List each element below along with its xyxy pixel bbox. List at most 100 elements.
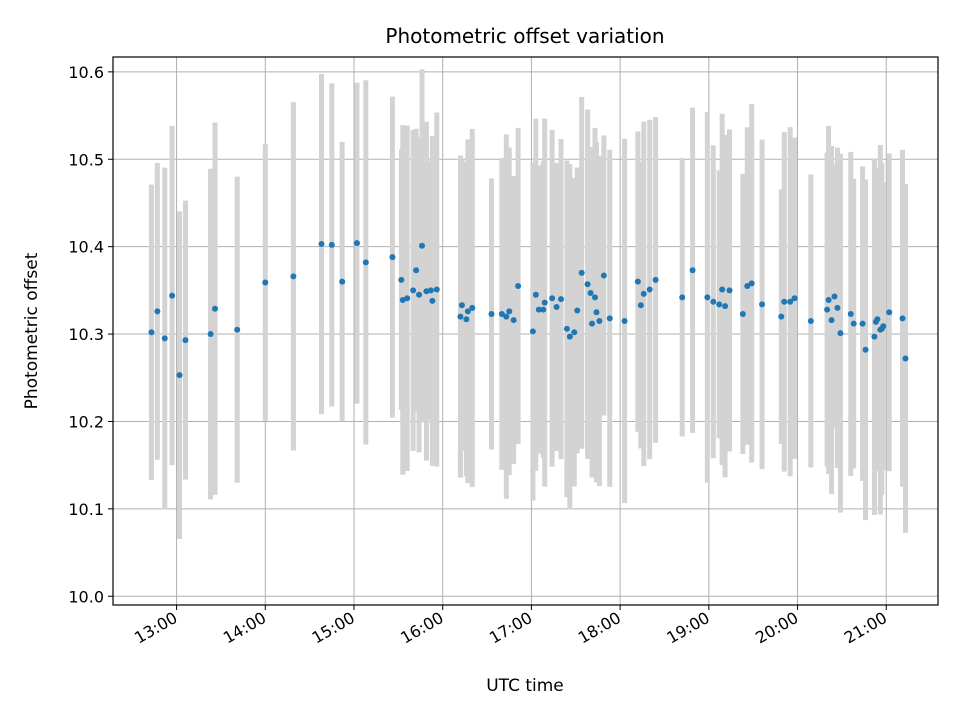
data-point — [847, 310, 854, 317]
data-point — [463, 316, 470, 323]
data-point — [429, 297, 436, 304]
data-point — [859, 320, 866, 327]
data-point — [825, 296, 832, 303]
data-point — [606, 315, 613, 322]
data-point — [596, 317, 603, 324]
data-point — [182, 337, 189, 344]
data-point — [234, 326, 241, 333]
data-point — [506, 308, 513, 315]
data-point — [398, 276, 405, 283]
data-point — [433, 286, 440, 293]
data-point — [862, 346, 869, 353]
data-point — [634, 278, 641, 285]
data-point — [689, 267, 696, 274]
data-point — [404, 295, 411, 302]
data-point — [834, 304, 841, 311]
data-point — [328, 241, 335, 248]
data-point — [416, 291, 423, 298]
y-axis-label: Photometric offset — [22, 252, 42, 409]
data-point — [637, 302, 644, 309]
data-point — [652, 276, 659, 283]
data-point — [419, 242, 426, 249]
data-point — [389, 254, 396, 261]
data-point — [154, 308, 161, 315]
data-point — [886, 309, 893, 316]
y-tick-label: 10.2 — [68, 412, 104, 431]
data-point — [744, 282, 751, 289]
data-point — [781, 298, 788, 305]
data-point — [423, 288, 430, 295]
data-point — [574, 307, 581, 314]
data-point — [837, 330, 844, 337]
y-tick-label: 10.0 — [68, 587, 104, 606]
data-point — [212, 305, 219, 312]
y-tick-label: 10.4 — [68, 238, 104, 257]
data-point — [874, 316, 881, 323]
data-point — [540, 306, 547, 313]
data-point — [290, 273, 297, 280]
data-point — [541, 299, 548, 306]
data-point — [679, 294, 686, 301]
data-point — [148, 329, 155, 336]
y-tick-label: 10.3 — [68, 325, 104, 344]
data-point — [458, 302, 465, 309]
data-point — [593, 309, 600, 316]
data-point — [557, 296, 564, 303]
data-point — [207, 331, 214, 338]
data-point — [498, 310, 505, 317]
data-point — [469, 304, 476, 311]
data-point — [353, 240, 360, 247]
data-point — [410, 287, 417, 294]
y-tick-label: 10.1 — [68, 500, 104, 519]
data-point — [584, 281, 591, 288]
data-point — [726, 287, 733, 294]
data-point — [880, 323, 887, 330]
data-point — [621, 317, 628, 324]
data-point — [807, 317, 814, 324]
data-point — [704, 294, 711, 301]
data-point — [831, 293, 838, 300]
data-point — [871, 333, 878, 340]
data-point — [262, 279, 269, 286]
data-point — [563, 325, 570, 332]
data-point — [902, 355, 909, 362]
data-point — [427, 287, 434, 294]
data-point — [748, 280, 755, 287]
data-point — [169, 292, 176, 299]
data-point — [600, 272, 607, 279]
data-point — [457, 313, 464, 320]
data-point — [176, 372, 183, 379]
y-tick-label: 10.6 — [68, 63, 104, 82]
data-point — [318, 241, 325, 248]
data-point — [549, 295, 556, 302]
data-point — [339, 278, 346, 285]
data-point — [362, 259, 369, 266]
y-tick-label: 10.5 — [68, 150, 104, 169]
data-point — [161, 335, 168, 342]
data-point — [589, 320, 596, 327]
data-point — [899, 315, 906, 322]
data-points — [148, 240, 909, 379]
data-point — [587, 289, 594, 296]
data-point — [787, 298, 794, 305]
data-point — [828, 317, 835, 324]
data-point — [719, 286, 726, 293]
data-point — [566, 333, 573, 340]
data-point — [640, 290, 647, 297]
data-point — [591, 294, 598, 301]
data-point — [464, 308, 471, 315]
data-point — [778, 313, 785, 320]
data-point — [510, 317, 517, 324]
data-point — [646, 286, 653, 293]
data-point — [413, 267, 420, 274]
data-point — [532, 291, 539, 298]
data-point — [553, 303, 560, 310]
data-point — [739, 310, 746, 317]
data-point — [535, 306, 542, 313]
data-point — [503, 313, 510, 320]
chart-title: Photometric offset variation — [385, 24, 664, 48]
data-point — [850, 320, 857, 327]
data-point — [716, 301, 723, 308]
